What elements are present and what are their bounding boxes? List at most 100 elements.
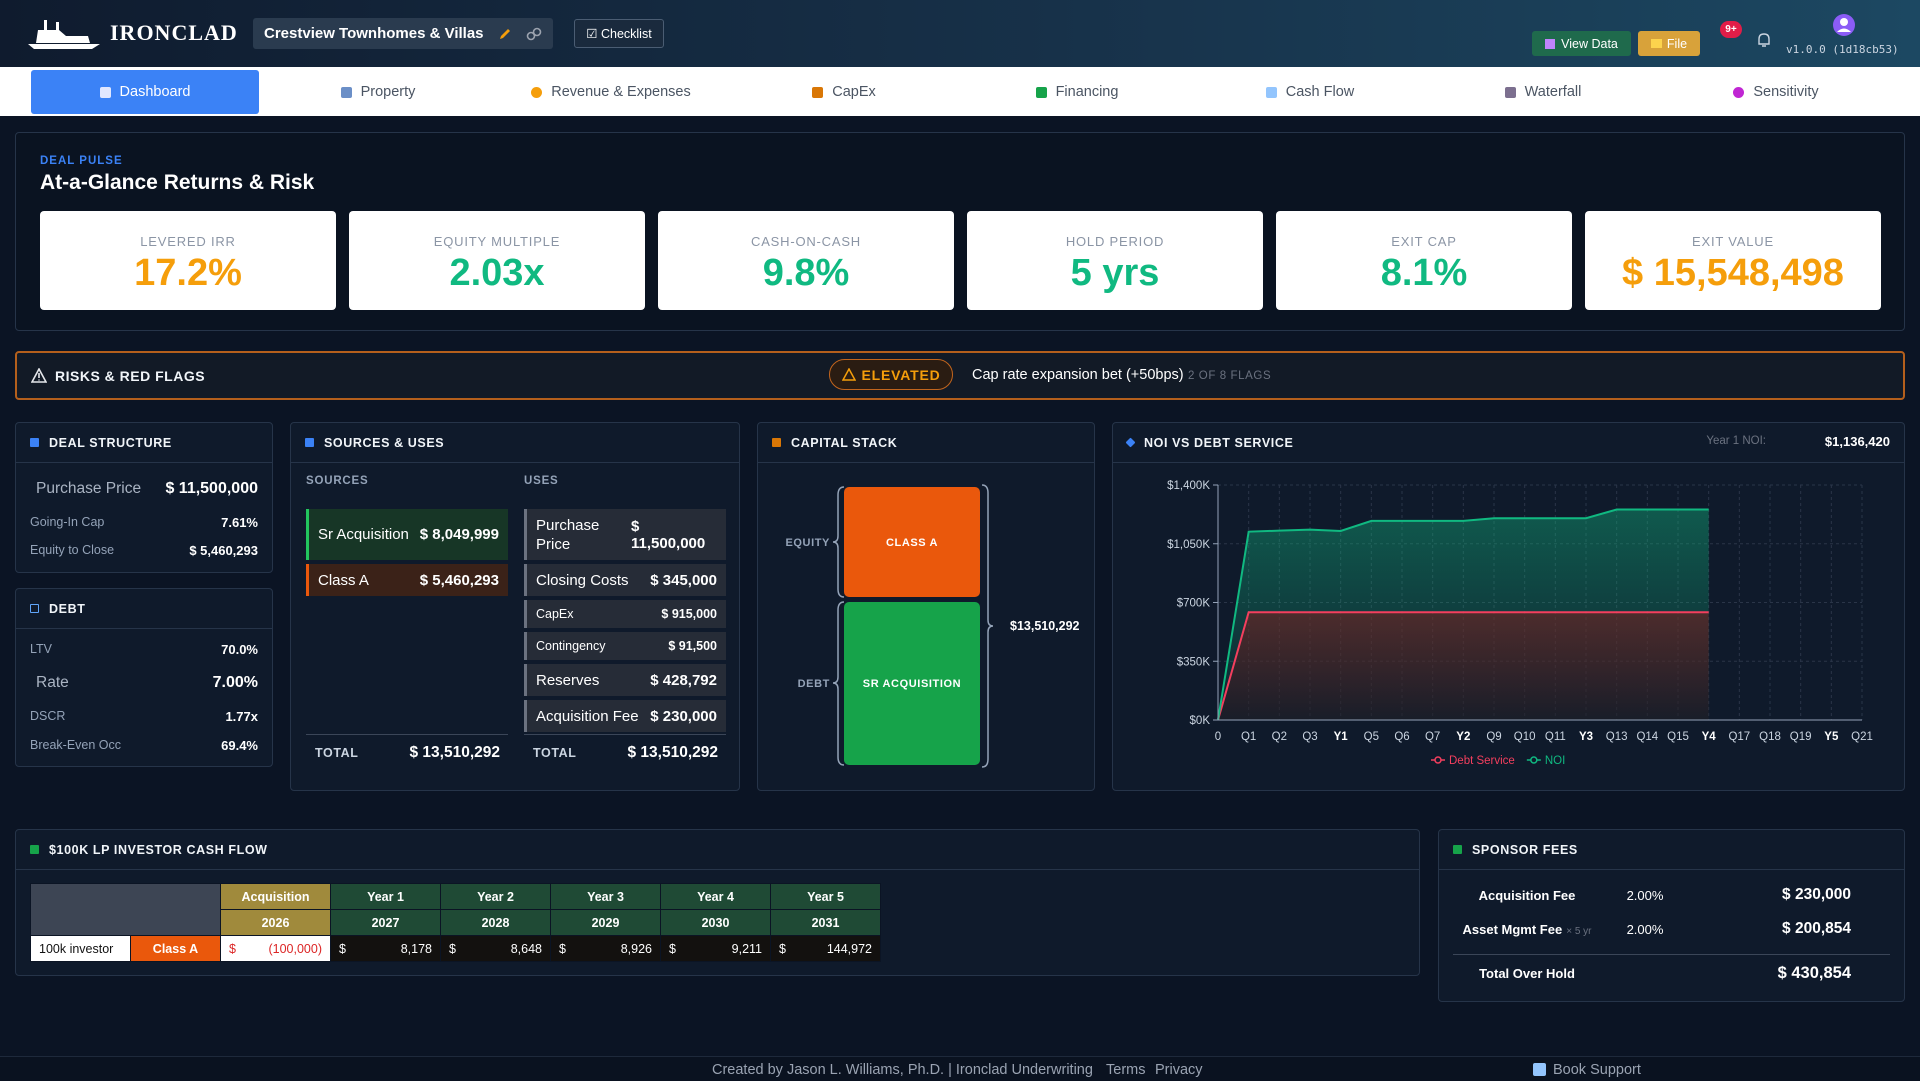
nav-tab[interactable]: Sensitivity — [1662, 70, 1890, 114]
item-name: CapEx — [536, 606, 574, 621]
tab-icon — [99, 86, 111, 98]
icon — [305, 438, 314, 447]
x-tick-label: Y4 — [1702, 731, 1717, 743]
x-tick-label: Q7 — [1425, 731, 1440, 743]
item-amount: $ 5,460,293 — [419, 571, 499, 589]
y-tick-label: $1,050K — [1167, 539, 1210, 551]
metric-row: LTV 70.0% — [30, 635, 258, 663]
panel-title: CAPITAL STACK — [791, 435, 898, 450]
nav-tab[interactable]: CapEx — [730, 70, 958, 114]
currency: $ — [339, 941, 346, 956]
nav-tab[interactable]: Financing — [963, 70, 1191, 114]
privacy-link[interactable]: Privacy — [1155, 1062, 1203, 1078]
nav-tab[interactable]: Dashboard — [31, 70, 259, 114]
tab-bar: Dashboard Property Revenue & Expenses CapEx… — [0, 67, 1920, 116]
item-amount: $ 915,000 — [661, 607, 717, 621]
x-tick-label: Y3 — [1579, 731, 1593, 743]
link-icon[interactable] — [526, 27, 542, 41]
deal-structure: DEAL STRUCTURE Purchase Price $ 11,500,00… — [15, 422, 273, 573]
icon — [30, 438, 39, 447]
column-heading: SOURCES — [306, 475, 369, 487]
panel-header: DEAL STRUCTURE — [16, 423, 272, 463]
tab-label: Financing — [1055, 84, 1119, 100]
kpi-label: LEVERED IRR — [140, 234, 236, 249]
file-button[interactable]: File — [1638, 31, 1700, 56]
metric-value: 7.00% — [212, 674, 258, 691]
sources-uses: SOURCES & USES SOURCES USES Sr Acquisiti… — [290, 422, 740, 791]
level-text: ELEVATED — [861, 366, 941, 383]
capital-stack: CAPITAL STACK EQUITY DEBT CLASS A SR ACQ… — [757, 422, 1095, 791]
logo — [28, 20, 100, 49]
metric-value: $ 11,500,000 — [165, 480, 258, 497]
x-tick-label: Q1 — [1241, 731, 1256, 743]
fee-total: Total Over Hold $ 430,854 — [1439, 958, 1904, 988]
currency: $ — [559, 941, 566, 956]
x-tick-label: Q6 — [1394, 731, 1409, 743]
bell-icon[interactable] — [1756, 31, 1772, 49]
panel-header: SOURCES & USES — [291, 423, 739, 463]
nav-tab[interactable]: Waterfall — [1429, 70, 1657, 114]
kpi-value: 5 yrs — [1070, 252, 1160, 294]
icon — [1545, 38, 1556, 49]
kpi-value: $ 15,548,498 — [1622, 252, 1844, 294]
notification-badge[interactable]: 9+ — [1720, 21, 1742, 38]
investor-label: 100k investor — [30, 935, 131, 962]
warning-icon — [841, 368, 856, 381]
view-data-button[interactable]: View Data — [1532, 31, 1631, 56]
x-tick-label: Y1 — [1334, 731, 1349, 743]
fee-row: Acquisition Fee 2.00% $ 230,000 — [1439, 880, 1904, 910]
avatar[interactable] — [1832, 13, 1856, 37]
panel-title: DEAL STRUCTURE — [49, 435, 172, 450]
fee-row: Asset Mgmt Fee × 5 yr 2.00% $ 200,854 — [1439, 914, 1904, 944]
fee-pct: 2.00% — [1626, 921, 1664, 937]
panel-header: SPONSOR FEES — [1439, 830, 1904, 870]
x-tick-label: Q13 — [1606, 731, 1628, 743]
cell-content: $8,648 — [449, 942, 542, 956]
legend-swatch — [1530, 756, 1538, 764]
tab-icon — [812, 86, 824, 98]
calendar-icon — [1533, 1063, 1546, 1076]
project-title: Crestview Townhomes & Villas — [264, 25, 484, 42]
blank-cell — [30, 883, 221, 936]
support-link[interactable]: Book Support — [1553, 1062, 1641, 1078]
legend-label: NOI — [1545, 755, 1565, 767]
panel-title: SOURCES & USES — [324, 435, 445, 450]
item-name: Closing Costs — [536, 571, 629, 589]
terms-link[interactable]: Terms — [1106, 1062, 1146, 1078]
tab-label: Cash Flow — [1285, 84, 1355, 100]
metric-label: Rate — [36, 674, 69, 691]
warning-icon — [31, 368, 47, 383]
nav-tab[interactable]: Cash Flow — [1196, 70, 1424, 114]
tab-icon — [531, 86, 543, 98]
x-tick-label: Q5 — [1364, 731, 1379, 743]
metric-row: Going-In Cap 7.61% — [30, 508, 258, 536]
cash-flow-cell: $8,178 — [330, 935, 441, 962]
debt: DEBT LTV 70.0% Rate 7.00% DSCR 1.77x Break-Eve… — [15, 588, 273, 767]
label: File — [1666, 36, 1688, 51]
equity-block — [844, 487, 980, 597]
debt-label: DEBT — [798, 678, 830, 690]
cell-content: $8,178 — [339, 942, 432, 956]
checklist-button[interactable]: ☑ Checklist — [574, 19, 664, 48]
cash-flow-cell: $ (100,000) — [220, 935, 331, 962]
amount: 8,648 — [510, 941, 542, 956]
tab-label: CapEx — [832, 84, 876, 100]
nav-tab[interactable]: Revenue & Expenses — [497, 70, 725, 114]
year-header: 2027 — [330, 909, 441, 936]
amount: 9,211 — [731, 941, 762, 956]
project-name[interactable]: Crestview Townhomes & Villas — [253, 18, 553, 49]
risk-title: RISKS & RED FLAGS — [55, 368, 206, 384]
panel-title: SPONSOR FEES — [1472, 842, 1578, 857]
nav-tab[interactable]: Property — [264, 70, 492, 114]
item-amount: $ 91,500 — [668, 639, 717, 653]
edit-icon[interactable] — [498, 27, 512, 41]
icon — [30, 845, 39, 854]
x-tick-label: Q2 — [1272, 731, 1287, 743]
item-name: Sr Acquisition — [318, 526, 409, 543]
chart-title: NOI VS DEBT SERVICE — [1144, 435, 1294, 450]
metric-value: 7.61% — [221, 514, 258, 530]
risk-bar[interactable]: RISKS & RED FLAGS ELEVATED Cap rate expa… — [15, 351, 1905, 400]
metric-label: DSCR — [30, 709, 66, 723]
cell-content: $144,972 — [779, 942, 872, 956]
panel-header: $100K LP INVESTOR CASH FLOW — [16, 830, 1419, 870]
